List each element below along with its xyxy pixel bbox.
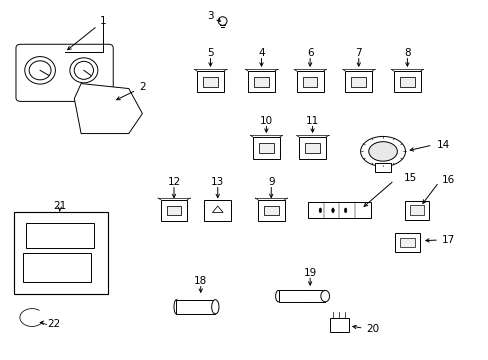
Bar (305, 143, 319, 153)
Bar (302, 77, 317, 87)
Bar (405, 201, 428, 220)
Text: 11: 11 (305, 116, 319, 126)
Ellipse shape (344, 208, 346, 213)
Bar (296, 71, 323, 93)
Ellipse shape (70, 58, 98, 83)
Bar (394, 233, 419, 252)
Bar (374, 163, 390, 172)
Bar (252, 137, 279, 158)
Text: 13: 13 (211, 177, 224, 187)
Bar (204, 200, 231, 221)
Bar (299, 137, 325, 158)
Ellipse shape (218, 17, 226, 25)
Bar (203, 77, 217, 87)
Bar (345, 71, 371, 93)
Ellipse shape (368, 142, 397, 161)
Text: 20: 20 (366, 324, 378, 334)
Ellipse shape (319, 208, 321, 213)
Ellipse shape (275, 291, 281, 302)
Text: 18: 18 (194, 276, 207, 286)
FancyBboxPatch shape (16, 44, 113, 102)
Text: 5: 5 (207, 48, 213, 58)
Bar (26, 223, 94, 248)
Text: 4: 4 (258, 48, 264, 58)
Ellipse shape (25, 57, 55, 84)
Polygon shape (74, 84, 142, 134)
Bar (409, 206, 423, 215)
Bar (247, 71, 274, 93)
Bar (399, 238, 414, 247)
Ellipse shape (320, 291, 329, 302)
Text: 15: 15 (403, 173, 416, 183)
Bar (166, 206, 181, 215)
Bar (399, 77, 414, 87)
Ellipse shape (211, 300, 219, 314)
Bar (160, 200, 187, 221)
Text: 12: 12 (167, 177, 180, 187)
Text: 21: 21 (53, 201, 66, 211)
Ellipse shape (29, 61, 51, 80)
Text: 8: 8 (403, 48, 410, 58)
Text: 3: 3 (207, 11, 213, 21)
Text: 19: 19 (303, 268, 316, 278)
Bar (197, 71, 224, 93)
Text: 2: 2 (117, 82, 145, 100)
Text: 16: 16 (441, 175, 454, 185)
Text: 14: 14 (436, 140, 449, 150)
Ellipse shape (360, 136, 405, 166)
Ellipse shape (331, 208, 334, 213)
Bar (351, 77, 366, 87)
Bar (278, 291, 325, 302)
Text: 7: 7 (355, 48, 361, 58)
Bar (329, 318, 348, 332)
Bar (257, 200, 284, 221)
Ellipse shape (74, 61, 93, 79)
Ellipse shape (174, 300, 179, 314)
Text: 22: 22 (47, 319, 61, 329)
Text: 1: 1 (67, 16, 106, 50)
Bar (176, 300, 215, 314)
Bar (393, 71, 420, 93)
Bar (254, 77, 268, 87)
Bar (259, 143, 273, 153)
Bar (307, 202, 370, 219)
Bar (14, 212, 108, 294)
Bar (23, 253, 91, 282)
Bar (264, 206, 278, 215)
Text: 17: 17 (441, 235, 454, 245)
Text: 10: 10 (259, 116, 272, 126)
Text: 6: 6 (306, 48, 313, 58)
Text: 9: 9 (267, 177, 274, 187)
